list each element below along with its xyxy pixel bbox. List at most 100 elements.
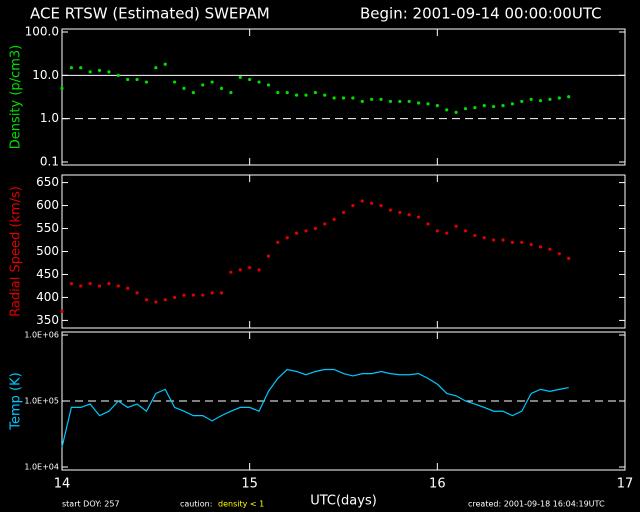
footer-caution: caution:	[180, 500, 212, 509]
data-point	[426, 102, 430, 106]
data-point	[360, 199, 364, 203]
data-point	[163, 298, 167, 302]
data-point	[313, 226, 317, 231]
data-point	[463, 107, 468, 111]
data-point	[182, 293, 186, 297]
data-point	[473, 106, 477, 110]
data-point	[501, 104, 505, 108]
data-point	[567, 95, 571, 99]
data-point	[454, 224, 458, 228]
x-tick-label: 14	[54, 477, 71, 492]
data-point	[482, 104, 486, 108]
y-tick-label: 550	[36, 221, 59, 235]
data-point	[88, 70, 92, 74]
data-point	[492, 104, 496, 109]
data-point	[173, 80, 177, 84]
data-point	[388, 208, 393, 212]
data-point	[501, 238, 505, 242]
data-point	[201, 83, 205, 87]
data-point	[360, 99, 364, 104]
y-tick-label: 650	[36, 175, 59, 189]
data-point	[163, 62, 167, 66]
data-point	[97, 68, 102, 72]
data-point	[248, 265, 252, 270]
x-tick-label: 16	[429, 477, 446, 492]
data-point	[510, 240, 514, 244]
y-tick-label: 10.0	[32, 68, 59, 82]
y-tick-label: 450	[36, 267, 59, 281]
data-point	[435, 104, 439, 108]
data-point	[154, 66, 158, 70]
data-point	[238, 75, 242, 79]
data-point	[144, 80, 149, 84]
data-point	[529, 97, 533, 101]
data-point	[294, 231, 299, 235]
data-point	[154, 300, 158, 304]
data-point	[304, 229, 308, 233]
data-point	[79, 66, 83, 70]
data-point	[313, 90, 317, 95]
data-point	[454, 110, 458, 114]
data-point	[520, 240, 524, 244]
data-point	[482, 236, 486, 240]
y-tick-label: 500	[36, 244, 59, 258]
data-point	[388, 99, 393, 104]
data-point	[60, 309, 64, 313]
data-point	[210, 291, 214, 295]
data-point	[135, 77, 139, 82]
data-point	[492, 238, 496, 242]
footer-start: start DOY: 257	[62, 500, 120, 509]
data-point	[520, 99, 524, 104]
data-point	[107, 282, 111, 286]
data-point	[79, 284, 83, 288]
y-tick-label: 350	[36, 313, 59, 327]
panel-frame	[61, 28, 626, 166]
data-point	[557, 96, 561, 100]
data-point	[473, 233, 477, 238]
data-point	[144, 298, 149, 302]
data-point	[538, 99, 543, 103]
data-point	[398, 99, 402, 104]
data-point	[323, 93, 327, 97]
data-point	[426, 222, 430, 226]
data-point	[266, 254, 271, 258]
y-tick-label: 1.0E+05	[24, 397, 59, 406]
data-point	[379, 97, 383, 101]
y-axis-label: Radial Speed (km/s)	[9, 186, 24, 317]
data-point	[351, 203, 355, 208]
data-point	[304, 93, 308, 97]
data-point	[332, 217, 336, 221]
data-point	[229, 270, 233, 274]
data-point	[407, 99, 411, 104]
data-point	[107, 70, 111, 74]
y-tick-label: 0.1	[40, 155, 59, 169]
data-point	[116, 73, 120, 77]
data-point	[173, 295, 177, 300]
data-point	[341, 96, 346, 100]
data-point	[548, 97, 552, 101]
y-tick-label: 1.0E+06	[24, 331, 59, 340]
data-point	[201, 293, 205, 297]
data-line	[61, 368, 569, 448]
data-point	[229, 90, 233, 95]
data-point	[210, 80, 214, 84]
y-tick-label: 1.0	[40, 111, 59, 125]
data-point	[416, 101, 421, 105]
data-point	[435, 229, 439, 233]
footer-caution-note: density < 1	[218, 500, 264, 509]
data-point	[69, 66, 73, 70]
data-point	[341, 210, 346, 215]
x-tick-label: 15	[241, 477, 258, 492]
data-point	[398, 210, 402, 215]
data-point	[219, 291, 224, 295]
x-tick-label: 17	[617, 477, 634, 492]
data-point	[463, 229, 468, 233]
data-point	[266, 83, 271, 87]
y-tick-label: 100.0	[25, 25, 59, 39]
y-tick-label: 1.0E+04	[24, 463, 59, 472]
data-point	[88, 282, 92, 286]
data-point	[276, 90, 280, 95]
y-tick-label: 600	[36, 198, 59, 212]
data-point	[135, 291, 139, 295]
